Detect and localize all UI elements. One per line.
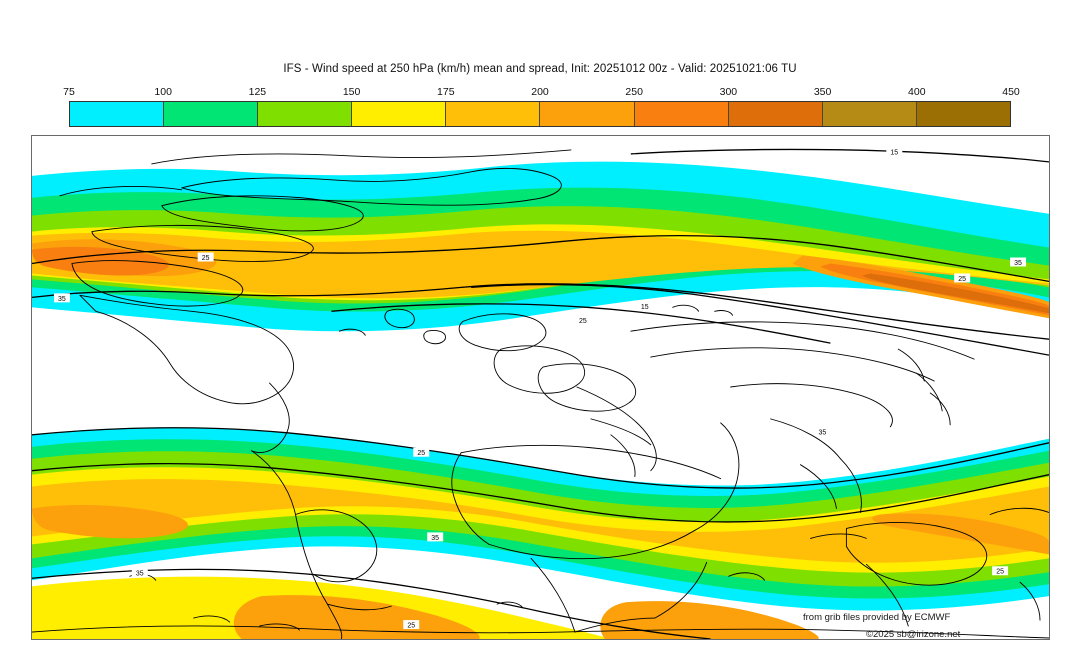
colorbar: 75 100 125 150 175 200 250 300 350 400 450 [63, 86, 1020, 134]
spread-contour-35-south [32, 462, 1049, 523]
colorbar-segment-200-250 [540, 102, 635, 126]
colorbar-tick-400: 400 [908, 86, 926, 98]
svg-text:35: 35 [136, 571, 144, 578]
spread-contour-25-south [32, 427, 1049, 489]
copyright-credit: ©2025 sb@irizone.net [866, 629, 961, 640]
contour-label-25-a: 25 [197, 252, 214, 262]
spread-contours [32, 148, 1049, 639]
band-175-south [32, 479, 1049, 563]
colorbar-segment-250-300 [634, 102, 729, 126]
colorbar-segment-175-200 [446, 102, 541, 126]
contour-label-35-e: 35 [131, 568, 148, 578]
spread-contour-labels: 15 25 35 35 [53, 146, 1027, 630]
contour-label-35-a: 35 [53, 293, 70, 303]
colorbar-segment-75-100 [70, 102, 165, 126]
spread-contour-35-north-b [471, 284, 1049, 356]
svg-text:35: 35 [819, 429, 827, 436]
band-175-north [32, 230, 1049, 299]
core-300-north-pacific [862, 273, 1049, 314]
coastlines [32, 149, 1049, 639]
svg-text:35: 35 [1014, 260, 1022, 267]
svg-text:25: 25 [579, 318, 587, 325]
svg-text:25: 25 [407, 623, 415, 630]
contour-label-25-e: 25 [992, 566, 1009, 576]
page-title: IFS - Wind speed at 250 hPa (km/h) mean … [283, 63, 797, 75]
spread-contour-25-north [32, 234, 1049, 283]
svg-text:35: 35 [431, 535, 439, 542]
map-canvas: 15 25 35 35 [32, 136, 1049, 639]
wind-speed-shading-south [32, 427, 1049, 639]
data-source-credit: from grib files provided by ECMWF [803, 612, 951, 623]
colorbar-tick-125: 125 [248, 86, 267, 98]
colorbar-tick-175: 175 [437, 86, 455, 98]
contour-label-15-top: 15 [886, 146, 903, 156]
colorbar-tick-250: 250 [625, 86, 643, 98]
spread-contour-25-lower [331, 303, 831, 344]
svg-text:15: 15 [641, 304, 649, 311]
svg-text:25: 25 [417, 450, 425, 457]
contour-label-25-d: 25 [413, 447, 430, 457]
contour-label-25-b: 25 [954, 273, 971, 283]
svg-text:25: 25 [996, 569, 1004, 576]
colorbar-segment-400-450 [916, 102, 1010, 126]
colorbar-tick-450: 450 [1002, 86, 1020, 98]
colorbar-tick-300: 300 [719, 86, 738, 98]
spread-contour-25-south-b [32, 568, 711, 639]
colorbar-segment-150-175 [352, 102, 447, 126]
svg-text:15: 15 [890, 149, 898, 156]
colorbar-segment-350-400 [822, 102, 917, 126]
svg-text:25: 25 [958, 276, 966, 283]
core-200-south-c [32, 505, 188, 539]
colorbar-tick-150: 150 [342, 86, 361, 98]
contour-label-15-b: 15 [636, 301, 653, 311]
colorbar-segment-300-350 [728, 102, 823, 126]
contour-label-35-b: 35 [1010, 257, 1027, 267]
svg-text:35: 35 [58, 296, 66, 303]
colorbar-tick-100: 100 [154, 86, 172, 98]
contour-label-25-f: 25 [403, 620, 420, 630]
map-panel: 15 25 35 35 [31, 135, 1050, 640]
contour-label-35-c: 35 [814, 426, 831, 436]
svg-text:25: 25 [202, 255, 210, 262]
colorbar-tick-200: 200 [531, 86, 549, 98]
colorbar-segment-100-125 [164, 102, 259, 126]
colorbar-tick-labels: 75 100 125 150 175 200 250 300 350 400 450 [63, 86, 1020, 100]
colorbar-segment-125-150 [258, 102, 353, 126]
contour-label-35-d: 35 [427, 532, 444, 542]
colorbar-strip [69, 101, 1011, 127]
contour-label-25-c: 25 [574, 315, 591, 325]
spread-contour-35-north [32, 283, 1049, 340]
colorbar-tick-75: 75 [63, 86, 75, 98]
colorbar-tick-350: 350 [813, 86, 832, 98]
